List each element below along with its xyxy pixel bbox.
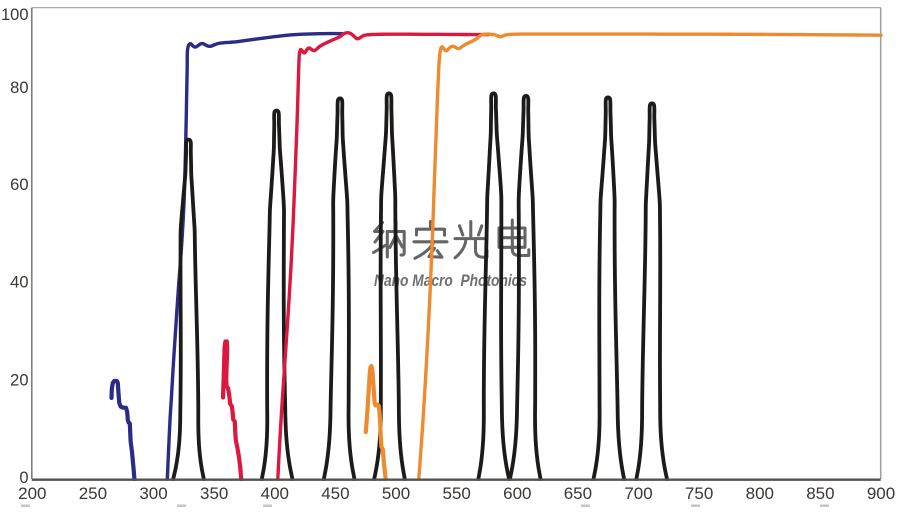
svg-text:850: 850 bbox=[806, 484, 834, 503]
svg-text:550: 550 bbox=[443, 484, 471, 503]
svg-text:350: 350 bbox=[200, 484, 228, 503]
svg-text:40: 40 bbox=[10, 273, 28, 291]
svg-text:0: 0 bbox=[19, 469, 28, 487]
svg-text:500: 500 bbox=[382, 484, 410, 503]
svg-text:750: 750 bbox=[685, 484, 713, 503]
svg-text:700: 700 bbox=[624, 484, 652, 503]
svg-text:900: 900 bbox=[867, 484, 895, 503]
svg-text:600: 600 bbox=[503, 484, 531, 503]
svg-text:650: 650 bbox=[564, 484, 592, 503]
svg-text:450: 450 bbox=[321, 484, 349, 503]
svg-text:20: 20 bbox=[10, 371, 28, 389]
svg-text:100: 100 bbox=[1, 6, 29, 24]
svg-text:300: 300 bbox=[139, 484, 167, 503]
svg-text:200: 200 bbox=[18, 484, 46, 503]
svg-text:800: 800 bbox=[746, 484, 774, 503]
svg-text:80: 80 bbox=[10, 79, 28, 97]
svg-text:Nano Macro Photonics: Nano Macro Photonics bbox=[374, 272, 527, 290]
svg-text:400: 400 bbox=[261, 484, 289, 503]
svg-text:60: 60 bbox=[10, 176, 28, 194]
svg-text:250: 250 bbox=[79, 484, 107, 503]
